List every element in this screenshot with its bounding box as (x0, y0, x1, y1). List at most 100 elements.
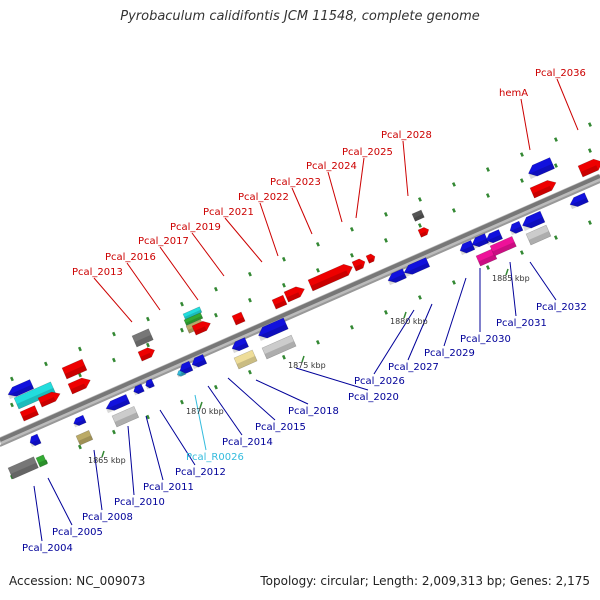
gene-yellow (233, 349, 258, 370)
leader-line (529, 261, 557, 301)
leader-line (145, 415, 164, 481)
backbone-highlight (0, 181, 600, 447)
gene-forward (19, 405, 40, 422)
leader-line (224, 217, 263, 263)
gene-label-top: Pcal_2025 (342, 147, 393, 158)
track-dot (214, 286, 218, 292)
gene-label-bottom: Pcal_2032 (536, 302, 587, 313)
gene-reverse (179, 360, 194, 376)
gene-reverse (528, 157, 555, 179)
gene-label-top: Pcal_2023 (270, 177, 321, 188)
leader-line (93, 449, 103, 511)
gene-reverse (258, 317, 289, 341)
gene-lightgrey (111, 406, 140, 428)
gene-reverse (7, 379, 35, 400)
gene-reverse (231, 337, 250, 354)
track-dot (146, 316, 150, 322)
gene-cyan (182, 306, 203, 320)
track-dot (78, 372, 82, 378)
track-dot (112, 429, 116, 435)
track-dot (451, 280, 456, 285)
track-dot (485, 265, 490, 270)
gene-label-top: Pcal_2017 (138, 236, 189, 247)
gene-label-top: Pcal_2028 (381, 130, 432, 141)
track-dot (179, 327, 184, 333)
gene-labels: Pcal_2013 Pcal_2016 Pcal_2017 Pcal_2019 Pcal… (22, 68, 587, 554)
genome-summary: Topology: circular; Length: 2,009,313 bp… (260, 574, 590, 588)
gene-forward (307, 264, 353, 292)
gene-reverse (73, 414, 87, 428)
label-leaders (33, 78, 579, 542)
gene-forward (351, 258, 366, 272)
gene-label-bottom: Pcal_2020 (348, 392, 399, 403)
leader-line (159, 246, 199, 301)
track-dot (520, 178, 524, 183)
backbone (0, 174, 600, 442)
gene-label-bottom: Pcal_2005 (52, 527, 103, 538)
leader-line (443, 277, 467, 347)
gene-label-bottom: Pcal_2030 (460, 334, 511, 345)
gene-forward (529, 180, 557, 199)
track-dot (316, 339, 320, 345)
leader-line (355, 157, 365, 219)
gene-forward (577, 158, 600, 178)
leader-line (255, 379, 309, 405)
gene-label-bottom: Pcal_2015 (255, 422, 306, 433)
gene-label-top: hemA (499, 88, 528, 99)
gene-label-top: Pcal_2013 (72, 267, 123, 278)
track-dot (418, 295, 422, 300)
gene-label-bottom: Pcal_2018 (288, 406, 339, 417)
track-dot (520, 152, 524, 157)
leader-line (194, 394, 207, 451)
gene-reverse (105, 394, 131, 414)
leader-line (47, 477, 73, 526)
track-dot (588, 122, 592, 127)
scale-tick-mark (101, 450, 105, 458)
track-dot (247, 369, 252, 375)
track-dot (180, 301, 184, 307)
leader-line (291, 187, 313, 235)
track-dot (554, 163, 558, 168)
gene-green (35, 454, 48, 468)
gene-label-top: Pcal_2019 (170, 222, 221, 233)
track-dot (281, 256, 286, 262)
gene-label-bottom: Pcal_2010 (114, 497, 165, 508)
scale-tick-label: 1875 kbp (288, 361, 326, 370)
track-dot (214, 312, 218, 318)
track-dot (554, 137, 558, 142)
gene-label-bottom: Pcal_R0026 (186, 452, 244, 463)
gene-lightgrey (261, 334, 297, 360)
gene-reverse (387, 268, 407, 286)
gene-reverse (569, 192, 589, 210)
scale-tick-mark (301, 355, 305, 363)
gene-forward (191, 321, 211, 336)
gene-label-bottom: Pcal_2004 (22, 543, 73, 554)
track-dot (485, 167, 490, 172)
leader-line (373, 309, 415, 375)
gene-label-bottom: Pcal_2011 (143, 482, 194, 493)
figure-title: Pyrobaculum calidifontis JCM 11548, comp… (120, 9, 480, 24)
leader-line (295, 367, 369, 391)
leader-line (520, 98, 531, 151)
gene-dark (411, 209, 425, 222)
gene-forward (231, 311, 246, 326)
track-dot (452, 182, 456, 187)
gene-forward (37, 391, 61, 408)
gene-grey (131, 328, 154, 348)
track-dot (248, 271, 252, 277)
gene-lightgrey (525, 224, 552, 246)
leader-line (402, 140, 409, 197)
track-dot (145, 342, 150, 348)
gene-olive (75, 430, 94, 446)
track-dot (418, 223, 422, 228)
gene-label-bottom: Pcal_2026 (354, 376, 405, 387)
gene-reverse (471, 233, 490, 250)
gene-reverse (509, 220, 524, 236)
gene-label-bottom: Pcal_2008 (82, 512, 133, 523)
track-dot (315, 267, 320, 273)
gene-green (183, 312, 204, 326)
track-dot (78, 444, 82, 450)
scale-tick-label: 1865 kbp (88, 456, 126, 465)
scale-tick-label: 1880 kbp (390, 317, 428, 326)
